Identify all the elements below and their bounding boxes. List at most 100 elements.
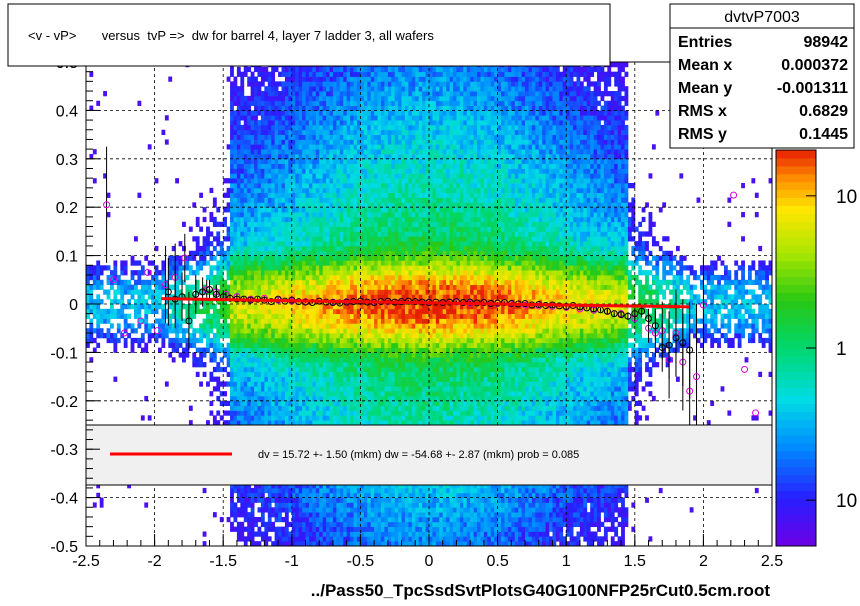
heatmap-cell bbox=[247, 236, 252, 242]
heatmap-cell bbox=[353, 337, 358, 344]
heatmap-cell bbox=[96, 333, 101, 339]
heatmap-cell bbox=[326, 318, 330, 324]
heatmap-cell bbox=[158, 318, 162, 324]
heatmap-cell bbox=[343, 342, 348, 348]
heatmap-cell bbox=[291, 245, 296, 252]
heatmap-cell bbox=[175, 304, 180, 310]
heatmap-cell bbox=[363, 124, 368, 131]
heatmap-cell bbox=[120, 260, 125, 266]
heatmap-cell bbox=[295, 187, 300, 194]
heatmap-cell bbox=[89, 357, 94, 363]
heatmap-cell bbox=[219, 400, 224, 407]
heatmap-cell bbox=[247, 420, 252, 426]
heatmap-cell bbox=[360, 255, 365, 261]
heatmap-cell bbox=[278, 81, 282, 87]
heatmap-cell bbox=[291, 512, 296, 518]
heatmap-cell bbox=[219, 347, 224, 353]
heatmap-cell bbox=[158, 333, 162, 339]
heatmap-cell bbox=[271, 86, 276, 92]
heatmap-cell bbox=[312, 352, 317, 358]
heatmap-cell bbox=[329, 270, 334, 276]
heatmap-cell bbox=[329, 541, 334, 547]
heatmap-cell bbox=[308, 216, 313, 223]
heatmap-cell bbox=[374, 381, 378, 387]
heatmap-cell bbox=[356, 202, 361, 208]
heatmap-cell bbox=[247, 124, 252, 131]
heatmap-cell bbox=[319, 386, 324, 392]
heatmap-cell bbox=[274, 134, 279, 140]
heatmap-cell bbox=[267, 110, 272, 116]
heatmap-cell bbox=[257, 386, 262, 392]
heatmap-cell bbox=[360, 516, 365, 523]
heatmap-cell bbox=[360, 497, 365, 503]
heatmap-cell bbox=[322, 352, 327, 358]
heatmap-cell bbox=[326, 241, 330, 247]
heatmap-cell bbox=[315, 531, 320, 537]
heatmap-cell bbox=[377, 366, 382, 373]
heatmap-cell bbox=[346, 207, 351, 213]
heatmap-cell bbox=[332, 400, 337, 407]
heatmap-cell bbox=[284, 120, 289, 126]
heatmap-cell bbox=[308, 187, 313, 194]
heatmap-cell bbox=[199, 333, 204, 339]
heatmap-cell bbox=[230, 173, 234, 179]
heatmap-cell bbox=[260, 245, 265, 252]
heatmap-cell bbox=[288, 294, 293, 300]
heatmap-cell bbox=[247, 139, 252, 145]
heatmap-cell bbox=[295, 342, 300, 348]
heatmap-cell bbox=[151, 294, 155, 300]
heatmap-cell bbox=[298, 168, 303, 174]
heatmap-cell bbox=[250, 521, 255, 528]
heatmap-cell bbox=[343, 541, 348, 547]
heatmap-cell bbox=[178, 308, 183, 315]
heatmap-cell bbox=[329, 231, 334, 237]
heatmap-cell bbox=[212, 308, 217, 315]
heatmap-cell bbox=[267, 420, 272, 426]
heatmap-cell bbox=[116, 289, 121, 295]
heatmap-cell bbox=[254, 76, 258, 82]
heatmap-cell bbox=[291, 255, 296, 261]
heatmap-cell bbox=[288, 197, 293, 203]
heatmap-cell bbox=[219, 328, 224, 334]
heatmap-cell bbox=[367, 333, 372, 339]
heatmap-cell bbox=[199, 337, 204, 344]
heatmap-cell bbox=[271, 420, 276, 426]
heatmap-cell bbox=[175, 255, 180, 261]
heatmap-cell bbox=[363, 284, 368, 290]
heatmap-cell bbox=[254, 124, 258, 131]
heatmap-cell bbox=[185, 347, 190, 353]
heatmap-cell bbox=[140, 318, 145, 324]
heatmap-cell bbox=[353, 241, 358, 247]
heatmap-cell bbox=[113, 289, 118, 295]
heatmap-cell bbox=[336, 120, 341, 126]
heatmap-cell bbox=[254, 226, 258, 232]
heatmap-cell bbox=[274, 487, 279, 494]
heatmap-cell bbox=[233, 313, 238, 319]
heatmap-cell bbox=[363, 250, 368, 256]
heatmap-cell bbox=[257, 492, 262, 498]
heatmap-cell bbox=[374, 371, 378, 377]
heatmap-cell bbox=[336, 95, 341, 102]
heatmap-cell bbox=[278, 357, 282, 363]
heatmap-cell bbox=[202, 260, 207, 266]
heatmap-cell bbox=[267, 415, 272, 421]
heatmap-cell bbox=[206, 337, 210, 344]
heatmap-cell bbox=[278, 139, 282, 145]
heatmap-cell bbox=[305, 381, 310, 387]
heatmap-cell bbox=[99, 265, 104, 271]
heatmap-cell bbox=[353, 105, 358, 111]
heatmap-cell bbox=[353, 216, 358, 223]
heatmap-cell bbox=[370, 347, 375, 353]
heatmap-cell bbox=[219, 299, 224, 305]
heatmap-cell bbox=[240, 129, 245, 135]
heatmap-cell bbox=[360, 492, 365, 498]
heatmap-cell bbox=[236, 318, 241, 324]
heatmap-cell bbox=[264, 221, 269, 227]
heatmap-cell bbox=[219, 357, 224, 363]
heatmap-cell bbox=[250, 197, 255, 203]
heatmap-cell bbox=[206, 236, 210, 242]
heatmap-cell bbox=[291, 284, 296, 290]
heatmap-cell bbox=[288, 76, 293, 82]
heatmap-cell bbox=[233, 202, 238, 208]
heatmap-cell bbox=[226, 270, 231, 276]
